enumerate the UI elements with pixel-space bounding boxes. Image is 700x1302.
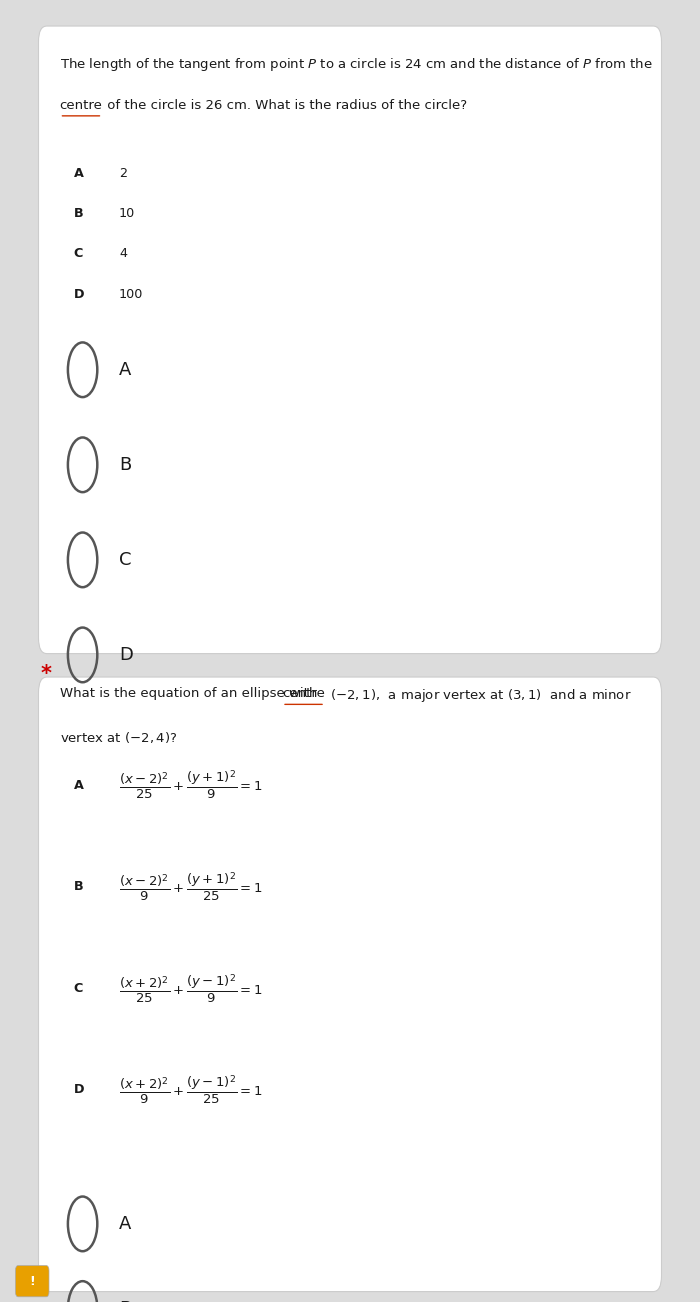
Text: $\dfrac{(x+2)^{2}}{9}+\dfrac{(y-1)^{2}}{25}=1$: $\dfrac{(x+2)^{2}}{9}+\dfrac{(y-1)^{2}}{… (119, 1073, 262, 1107)
Text: centre: centre (60, 99, 102, 112)
FancyBboxPatch shape (38, 677, 661, 1292)
Text: A: A (119, 1215, 132, 1233)
Text: centre: centre (282, 687, 325, 700)
Text: B: B (74, 880, 83, 893)
Text: C: C (74, 247, 83, 260)
Text: A: A (74, 779, 83, 792)
Text: $(-2,1)$,  a major vertex at $(3,1)$  and a minor: $(-2,1)$, a major vertex at $(3,1)$ and … (326, 687, 631, 704)
Text: $\dfrac{(x+2)^{2}}{25}+\dfrac{(y-1)^{2}}{9}=1$: $\dfrac{(x+2)^{2}}{25}+\dfrac{(y-1)^{2}}… (119, 971, 262, 1005)
FancyBboxPatch shape (15, 1266, 49, 1297)
Text: 2: 2 (119, 167, 127, 180)
Text: $\dfrac{(x-2)^{2}}{25}+\dfrac{(y+1)^{2}}{9}=1$: $\dfrac{(x-2)^{2}}{25}+\dfrac{(y+1)^{2}}… (119, 768, 262, 802)
Text: 10: 10 (119, 207, 135, 220)
Text: *: * (41, 664, 52, 684)
Text: A: A (119, 361, 132, 379)
Text: What is the equation of an ellipse with: What is the equation of an ellipse with (60, 687, 321, 700)
Text: D: D (74, 288, 84, 301)
FancyBboxPatch shape (38, 26, 661, 654)
Text: 100: 100 (119, 288, 144, 301)
Text: The length of the tangent from point $P$ to a circle is 24 cm and the distance o: The length of the tangent from point $P$… (60, 56, 652, 73)
Text: C: C (119, 551, 132, 569)
Text: B: B (119, 456, 132, 474)
Text: of the circle is 26 cm. What is the radius of the circle?: of the circle is 26 cm. What is the radi… (103, 99, 467, 112)
Text: D: D (119, 646, 133, 664)
Text: vertex at $(-2,4)$?: vertex at $(-2,4)$? (60, 730, 177, 746)
Text: B: B (119, 1299, 132, 1302)
Text: B: B (74, 207, 83, 220)
Text: !: ! (29, 1275, 35, 1288)
Text: C: C (74, 982, 83, 995)
Text: A: A (74, 167, 83, 180)
Text: D: D (74, 1083, 84, 1096)
Text: $\dfrac{(x-2)^{2}}{9}+\dfrac{(y+1)^{2}}{25}=1$: $\dfrac{(x-2)^{2}}{9}+\dfrac{(y+1)^{2}}{… (119, 870, 262, 904)
Text: 4: 4 (119, 247, 127, 260)
